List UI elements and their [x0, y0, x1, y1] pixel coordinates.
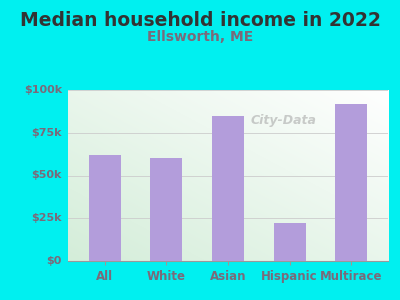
- Bar: [274, 224, 306, 261]
- Text: City-Data: City-Data: [250, 114, 316, 127]
- Text: $100k: $100k: [24, 85, 62, 95]
- Bar: [212, 116, 244, 261]
- Bar: [335, 104, 367, 261]
- Text: $25k: $25k: [32, 213, 62, 223]
- Text: $0: $0: [47, 256, 62, 266]
- Bar: [89, 155, 121, 261]
- Text: $75k: $75k: [32, 128, 62, 138]
- Text: $50k: $50k: [32, 170, 62, 181]
- Bar: [150, 158, 182, 261]
- Text: Ellsworth, ME: Ellsworth, ME: [147, 30, 253, 44]
- Text: Median household income in 2022: Median household income in 2022: [20, 11, 380, 29]
